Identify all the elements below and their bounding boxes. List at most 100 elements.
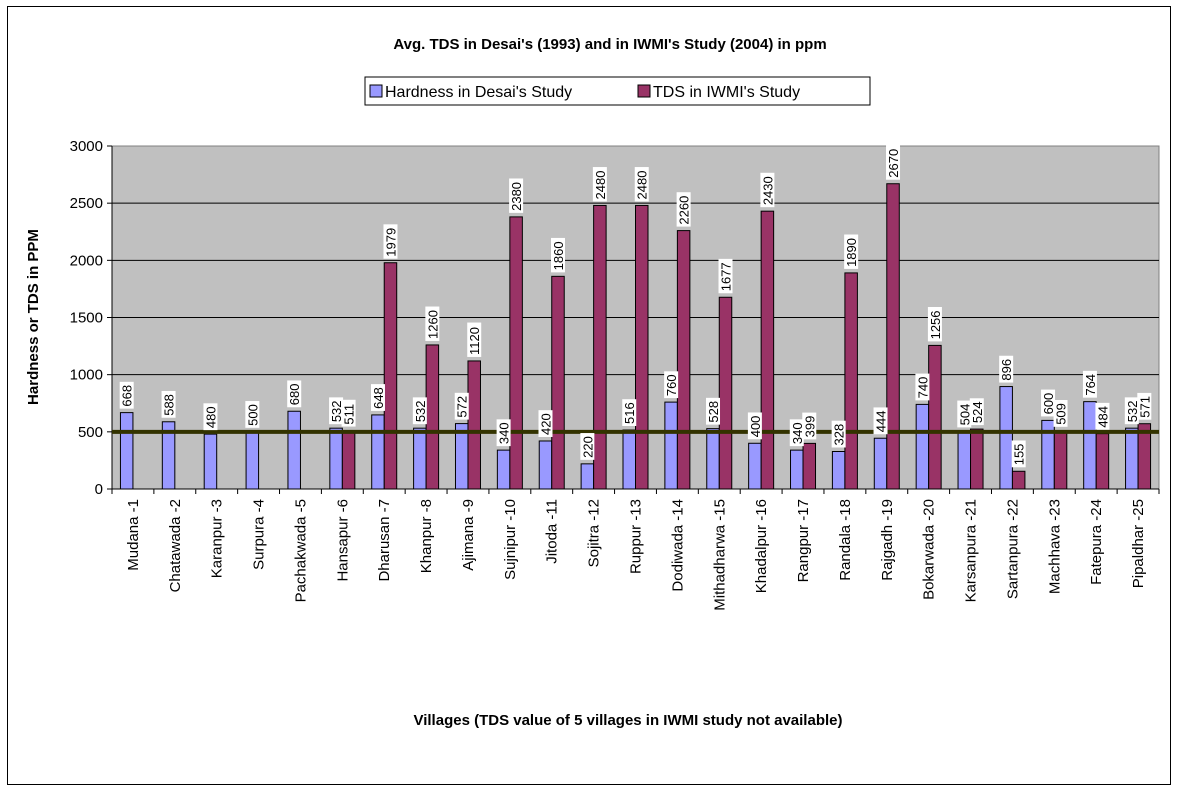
data-label-box bbox=[747, 412, 762, 440]
bar-hardness bbox=[957, 430, 972, 490]
x-category-label: Surpura -4 bbox=[251, 499, 268, 570]
data-label-box bbox=[203, 403, 218, 431]
bar-hardness bbox=[538, 440, 553, 490]
data-label-box bbox=[718, 258, 733, 294]
data-label-box bbox=[957, 400, 972, 428]
bar-tds bbox=[425, 344, 440, 490]
x-category-label: Mithadharwa -15 bbox=[711, 499, 728, 611]
data-label: 420 bbox=[538, 413, 553, 435]
data-label: 500 bbox=[245, 404, 260, 426]
data-label-box bbox=[634, 167, 649, 202]
bar-hardness bbox=[161, 421, 176, 490]
data-label-box bbox=[496, 419, 511, 447]
data-label-box bbox=[886, 145, 901, 180]
data-label-box bbox=[509, 178, 524, 213]
x-category-label: Fatepura -24 bbox=[1088, 499, 1105, 585]
bar-hardness bbox=[622, 429, 636, 490]
data-label: 1677 bbox=[719, 262, 734, 291]
data-label: 524 bbox=[970, 401, 985, 423]
y-tick-label: 0 bbox=[95, 481, 103, 498]
bar-hardness bbox=[496, 449, 511, 490]
data-label-box bbox=[383, 224, 398, 259]
data-label-box bbox=[467, 322, 482, 357]
data-label: 444 bbox=[874, 411, 889, 433]
bar-tds bbox=[551, 275, 565, 490]
bar-tds bbox=[1053, 430, 1068, 490]
x-category-label: Pipaldhar -25 bbox=[1130, 499, 1147, 588]
data-label: 680 bbox=[287, 384, 302, 406]
bar-hardness bbox=[831, 450, 846, 490]
bar-hardness bbox=[790, 449, 804, 490]
data-label: 328 bbox=[832, 424, 847, 446]
data-label-box bbox=[706, 397, 721, 425]
bar-tds bbox=[593, 204, 607, 490]
bar-tds bbox=[760, 210, 775, 490]
x-category-label: Bokarwada -20 bbox=[921, 499, 938, 600]
x-category-label: Ajimana -9 bbox=[460, 499, 477, 571]
data-label: 340 bbox=[497, 422, 512, 444]
data-label: 2480 bbox=[593, 171, 608, 200]
data-label-box bbox=[550, 237, 565, 273]
bar-chart: 0 500 1000 1500 2000 2500 3000 Mudana -1 Chatawa… bbox=[25, 36, 1160, 729]
data-label: 764 bbox=[1083, 374, 1098, 396]
data-label: 155 bbox=[1012, 444, 1027, 466]
bar-hardness bbox=[873, 437, 888, 490]
data-label-box bbox=[1053, 400, 1068, 427]
x-category-label: Ruppur -13 bbox=[628, 499, 645, 574]
data-label-box bbox=[538, 410, 553, 437]
legend-swatch-hardness bbox=[369, 84, 383, 98]
x-category-label: Rajgadh -19 bbox=[879, 499, 896, 581]
data-label-box bbox=[999, 355, 1014, 383]
data-label-box bbox=[245, 401, 260, 428]
data-label-box bbox=[873, 407, 888, 435]
data-label: 648 bbox=[371, 387, 386, 409]
data-label: 511 bbox=[342, 404, 357, 425]
data-label-box bbox=[1041, 389, 1056, 417]
bar-hardness bbox=[1125, 427, 1139, 490]
data-label: 400 bbox=[748, 416, 763, 438]
bar-tds bbox=[1011, 470, 1026, 490]
bar-tds bbox=[718, 296, 733, 490]
bar-tds bbox=[1137, 423, 1152, 490]
data-label: 340 bbox=[790, 422, 805, 444]
x-category-label: Rangpur -17 bbox=[795, 499, 812, 582]
data-label-box bbox=[969, 398, 984, 426]
bar-hardness bbox=[371, 414, 385, 490]
data-label-box bbox=[119, 381, 134, 409]
x-axis-title: Villages (TDS value of 5 villages in IWM… bbox=[413, 712, 842, 729]
data-label: 600 bbox=[1041, 393, 1056, 415]
data-label-box bbox=[1124, 397, 1139, 425]
data-label-box bbox=[287, 380, 302, 408]
bar-hardness bbox=[1083, 401, 1097, 490]
bar-tds bbox=[383, 262, 398, 490]
data-label: 1120 bbox=[467, 327, 482, 355]
data-label-box bbox=[161, 390, 176, 418]
data-label-box bbox=[831, 420, 846, 448]
x-category-label: Mudana -1 bbox=[125, 499, 142, 571]
data-label: 1890 bbox=[844, 238, 859, 267]
bar-tds bbox=[970, 428, 984, 490]
x-category-label: Dharusan -7 bbox=[376, 499, 393, 582]
data-label-box bbox=[1137, 392, 1152, 420]
data-label-box bbox=[341, 399, 356, 427]
x-category-label: Khadalpur -16 bbox=[753, 499, 770, 593]
data-label: 588 bbox=[162, 394, 177, 416]
data-label: 504 bbox=[957, 404, 972, 426]
data-label-box bbox=[1095, 402, 1110, 430]
data-label: 480 bbox=[203, 406, 218, 428]
data-label-box bbox=[592, 167, 607, 202]
data-label: 1256 bbox=[928, 310, 943, 339]
bar-tds bbox=[635, 204, 649, 490]
x-category-label: Jitoda -11 bbox=[544, 499, 561, 564]
data-label-box bbox=[927, 306, 942, 342]
data-label-box bbox=[370, 384, 385, 411]
data-label: 2260 bbox=[677, 196, 692, 225]
data-label: 2430 bbox=[760, 176, 775, 205]
data-label-box bbox=[676, 192, 691, 227]
data-label: 532 bbox=[413, 400, 428, 422]
bar-hardness bbox=[245, 431, 260, 490]
data-label: 528 bbox=[706, 401, 721, 423]
bar-tds bbox=[341, 430, 356, 490]
x-category-label: Hansapur -6 bbox=[334, 499, 351, 582]
chart-frame: 0 500 1000 1500 2000 2500 3000 Mudana -1 Chatawa… bbox=[7, 6, 1171, 785]
